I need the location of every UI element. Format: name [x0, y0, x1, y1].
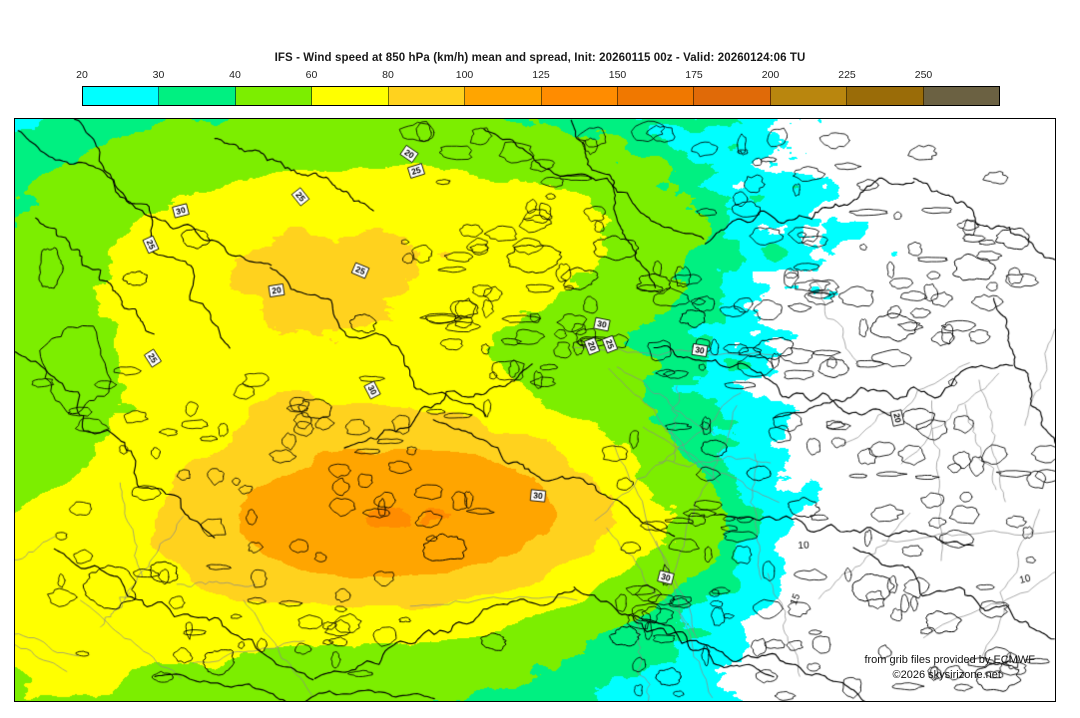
colorbar-tick-20: 20	[76, 69, 88, 81]
colorbar-band-200-225	[770, 87, 848, 105]
colorbar-bands	[82, 86, 1000, 106]
colorbar-tick-225: 225	[838, 69, 856, 81]
colorbar-tick-100: 100	[455, 69, 474, 81]
colorbar-tick-150: 150	[608, 69, 627, 81]
map-panel[interactable]: from grib files provided by ECMWF ©2026 …	[14, 118, 1056, 702]
colorbar-tick-125: 125	[532, 69, 550, 81]
page-title: IFS - Wind speed at 850 hPa (km/h) mean …	[274, 52, 806, 64]
colorbar-tick-250: 250	[914, 69, 933, 81]
colorbar-band-100-125	[465, 87, 542, 105]
colorbar-tick-200: 200	[761, 69, 780, 81]
colorbar-band-150-175	[617, 87, 695, 105]
colorbar-band-125-150	[541, 87, 618, 105]
colorbar-band-225-250	[847, 87, 924, 105]
colorbar-band-20-30	[83, 87, 160, 105]
colorbar-tick-80: 80	[382, 69, 394, 81]
colorbar-tick-30: 30	[152, 69, 165, 81]
colorbar-tick-40: 40	[229, 69, 241, 81]
colorbar-tick-60: 60	[305, 69, 318, 81]
colorbar-band-60-80	[312, 87, 389, 105]
colorbar-band-30-40	[159, 87, 236, 105]
wind-speed-contour-map[interactable]	[15, 119, 1055, 701]
colorbar-band-250	[923, 87, 1000, 105]
colorbar-tick-175: 175	[685, 69, 703, 81]
colorbar	[82, 86, 1000, 106]
colorbar-band-80-100	[388, 87, 466, 105]
colorbar-band-175-200	[694, 87, 771, 105]
colorbar-band-40-60	[235, 87, 313, 105]
